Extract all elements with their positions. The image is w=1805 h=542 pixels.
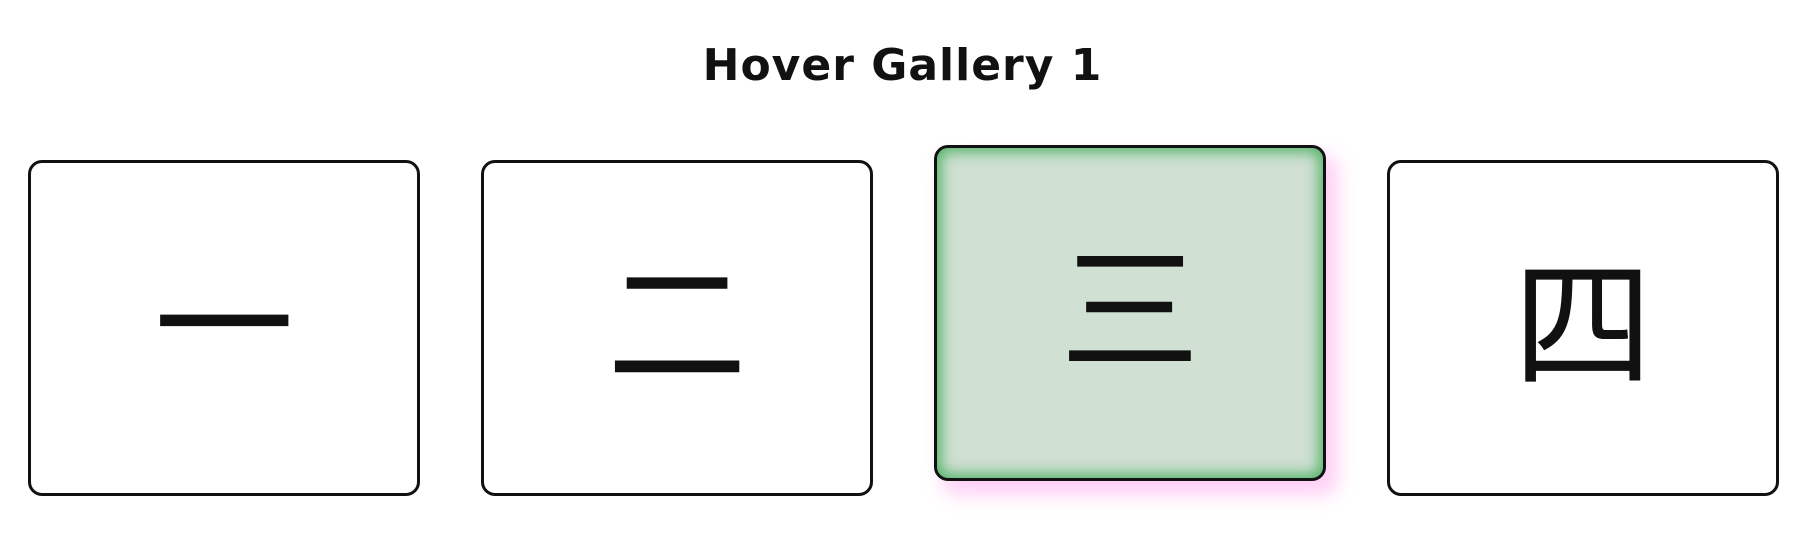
gallery-card-one[interactable]: 一 (28, 160, 420, 496)
numeral-one-glyph: 一 (153, 246, 294, 409)
gallery-card-four[interactable]: 四 (1387, 160, 1779, 496)
numeral-four-glyph: 四 (1512, 246, 1653, 409)
numeral-three-glyph: 三 (1059, 231, 1200, 394)
gallery-card-three[interactable]: 三 (934, 145, 1326, 481)
page-title: Hover Gallery 1 (702, 40, 1103, 91)
gallery-card-two[interactable]: 二 (481, 160, 873, 496)
numeral-two-glyph: 二 (606, 246, 747, 409)
